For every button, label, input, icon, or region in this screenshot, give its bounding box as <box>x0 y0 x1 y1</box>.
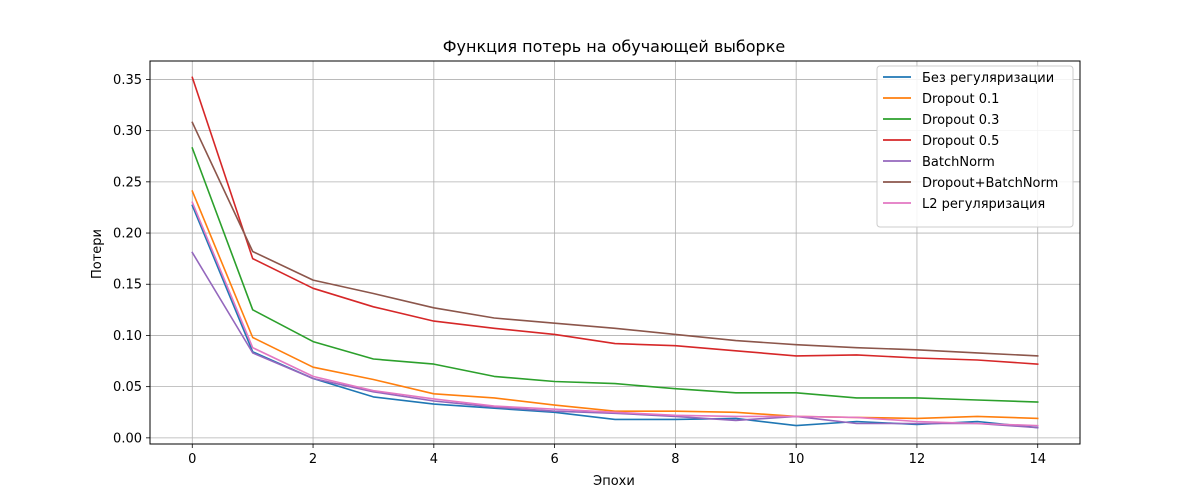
x-tick-label: 4 <box>430 452 438 467</box>
x-tick-label: 12 <box>909 452 926 467</box>
y-tick-label: 0.35 <box>113 73 142 88</box>
x-axis-ticks: 0 2 4 6 8 10 12 14 <box>188 444 1046 467</box>
legend: Без регуляризации Dropout 0.1 Dropout 0.3 D… <box>876 65 1074 228</box>
y-tick-label: 0.15 <box>113 278 142 293</box>
y-tick-label: 0.25 <box>113 175 142 190</box>
series-lines <box>191 76 1039 429</box>
legend-label: Dropout 0.5 <box>922 134 999 149</box>
y-tick-label: 0.20 <box>113 227 142 242</box>
legend-label: Dropout 0.3 <box>922 113 999 128</box>
y-tick-label: 0.00 <box>113 431 142 446</box>
y-tick-label: 0.30 <box>113 124 142 139</box>
y-tick-label: 0.10 <box>113 329 142 344</box>
series-line-5 <box>191 121 1039 357</box>
series-line-2 <box>191 146 1039 403</box>
chart-title: Функция потерь на обучающей выборке <box>443 37 785 56</box>
y-axis-ticks: 0.00 0.05 0.10 0.15 0.20 0.25 0.30 0.35 <box>113 73 150 446</box>
x-axis-title: Эпохи <box>593 474 635 489</box>
series-line-1 <box>191 190 1039 420</box>
series-line-3 <box>191 76 1039 365</box>
x-tick-label: 2 <box>309 452 317 467</box>
series-line-6 <box>191 201 1039 427</box>
x-tick-label: 0 <box>188 452 196 467</box>
legend-label: BatchNorm <box>922 155 995 170</box>
x-tick-label: 8 <box>671 452 679 467</box>
legend-label: Dropout 0.1 <box>922 92 999 107</box>
series-line-4 <box>191 251 1039 429</box>
legend-label: L2 регуляризация <box>922 197 1045 212</box>
plot-frame <box>149 60 1081 445</box>
y-tick-label: 0.05 <box>113 380 142 395</box>
x-tick-label: 6 <box>550 452 558 467</box>
x-tick-label: 14 <box>1029 452 1046 467</box>
y-axis-title: Потери <box>90 229 105 279</box>
legend-label: Dropout+BatchNorm <box>922 176 1058 191</box>
x-tick-label: 10 <box>788 452 805 467</box>
legend-label: Без регуляризации <box>922 71 1054 86</box>
legend-box <box>876 65 1074 228</box>
